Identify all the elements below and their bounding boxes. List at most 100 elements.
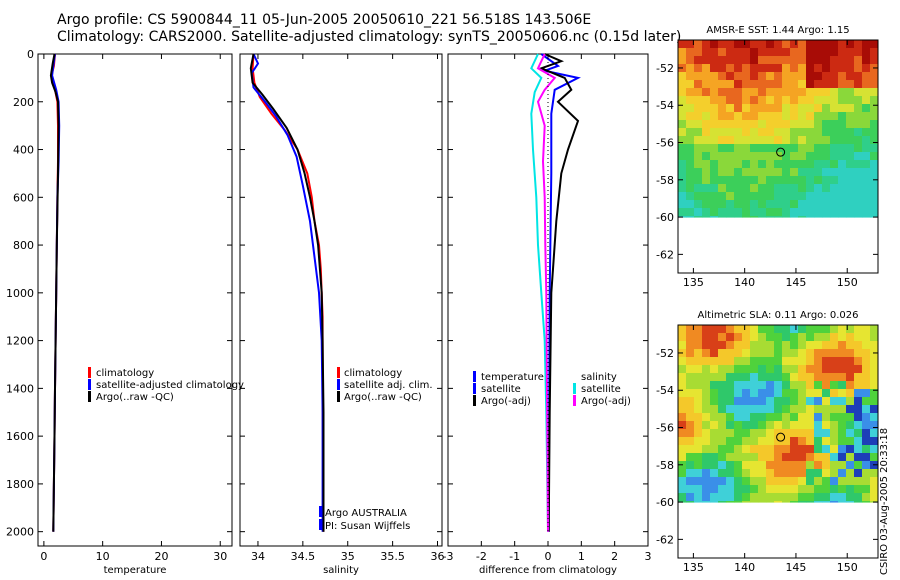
sst_map-cell <box>846 72 855 81</box>
sla_map-cell <box>710 445 719 454</box>
sst_map-cell <box>806 56 815 65</box>
diff-legend-s-salinity: salinity <box>581 372 617 383</box>
temperature-legend-argo: Argo(..raw -QC) <box>96 392 174 403</box>
sst_map-cell <box>814 160 823 169</box>
sst_map-cell <box>790 80 799 89</box>
sst_map-cell <box>862 104 871 113</box>
sla_map-cell <box>814 477 823 486</box>
sla_map-cell <box>774 381 783 390</box>
sla_map-cell <box>790 413 799 422</box>
sst_map-cell <box>806 80 815 89</box>
sla_map-cell <box>854 333 863 342</box>
sst_map-cell <box>702 56 711 65</box>
sla_map-cell <box>846 493 855 502</box>
sla_map-cell <box>774 421 783 430</box>
sst_map-cell <box>830 192 839 201</box>
sla_map-cell <box>870 333 879 342</box>
sst_map-cell <box>798 192 807 201</box>
sla_map-cell <box>766 485 775 494</box>
sst_map-cell <box>782 128 791 137</box>
sst_map-cell <box>838 160 847 169</box>
sst_map-cell <box>678 56 687 65</box>
sst_map-cell <box>758 200 767 209</box>
difference-x-tick-label: -3 <box>443 550 454 563</box>
sla_map-cell <box>782 485 791 494</box>
sst_map-cell <box>718 40 727 49</box>
sst_map-cell <box>726 120 735 129</box>
difference-series-temperature-argo-adj- <box>538 53 580 532</box>
sla_map-cell <box>830 437 839 446</box>
sst_map-cell <box>718 104 727 113</box>
sst_map-cell <box>862 88 871 97</box>
sst_map-cell <box>790 128 799 137</box>
sst_map-cell <box>710 184 719 193</box>
sst_map-cell <box>694 40 703 49</box>
sst_map-cell <box>686 208 695 217</box>
sla_map-cell <box>742 453 751 462</box>
sst_map-cell <box>814 80 823 89</box>
sst_map-y-tick-label: -58 <box>656 174 674 187</box>
sla_map-cell <box>790 397 799 406</box>
sst_map-cell <box>790 144 799 153</box>
sla_map-cell <box>750 493 759 502</box>
sla_map-cell <box>846 469 855 478</box>
sst_map-cell <box>830 88 839 97</box>
sla_map-cell <box>702 461 711 470</box>
sst_map-cell <box>742 160 751 169</box>
sla_map-cell <box>814 461 823 470</box>
sst_map-cell <box>838 128 847 137</box>
sst_map-cell <box>782 184 791 193</box>
sla_map-cell <box>686 445 695 454</box>
sst_map-cell <box>750 200 759 209</box>
temperature-x-tick-label: 30 <box>213 550 227 563</box>
sla_map-cell <box>750 357 759 366</box>
sla_map-cell <box>694 373 703 382</box>
sst_map-cell <box>710 176 719 185</box>
sla_map-cell <box>846 365 855 374</box>
sst_map-cell <box>790 40 799 49</box>
sst_map-cell <box>742 208 751 217</box>
sst_map-cell <box>822 144 831 153</box>
profile-title: Argo profile: CS 5900844_11 05-Jun-2005 … <box>57 12 592 28</box>
sla_map-cell <box>870 453 879 462</box>
sst_map-cell <box>710 216 719 218</box>
sst_map-cell <box>814 88 823 97</box>
sla_map-cell <box>678 413 687 422</box>
sla_map-cell <box>694 461 703 470</box>
sla_map-cell <box>758 445 767 454</box>
sst_map-cell <box>766 80 775 89</box>
sla_map-cell <box>678 493 687 502</box>
sst_map-cell <box>790 120 799 129</box>
sla_map-cell <box>798 373 807 382</box>
sla_map-cell <box>758 477 767 486</box>
sla_map-cell <box>870 477 879 486</box>
sst_map-cell <box>830 56 839 65</box>
sst_map-cell <box>782 112 791 121</box>
sla_map-cell <box>846 349 855 358</box>
sla_map-cell <box>702 365 711 374</box>
sla_map-cell <box>678 333 687 342</box>
sla_map-cell <box>718 389 727 398</box>
sst_map-cell <box>766 136 775 145</box>
sst_map-cell <box>734 208 743 217</box>
sst_map-cell <box>750 128 759 137</box>
temperature-y-tick-label: 1000 <box>6 287 34 300</box>
sst_map-cell <box>694 144 703 153</box>
sla_map-cell <box>734 501 743 503</box>
sla_map-cell <box>686 453 695 462</box>
sst_map-cell <box>822 136 831 145</box>
sst_map-cell <box>846 64 855 73</box>
salinity-x-axis-label: salinity <box>323 565 359 576</box>
sst_map-cell <box>790 176 799 185</box>
sst_map-cell <box>838 40 847 49</box>
sst_map-cell <box>854 56 863 65</box>
sla_map-cell <box>846 373 855 382</box>
sst_map-cell <box>854 208 863 217</box>
sla_map-cell <box>774 493 783 502</box>
sla_map-cell <box>790 469 799 478</box>
sst_map-cell <box>702 144 711 153</box>
sla_map-cell <box>742 341 751 350</box>
sla_map-cell <box>862 357 871 366</box>
sst_map-title: AMSR-E SST: 1.44 Argo: 1.15 <box>706 25 849 36</box>
